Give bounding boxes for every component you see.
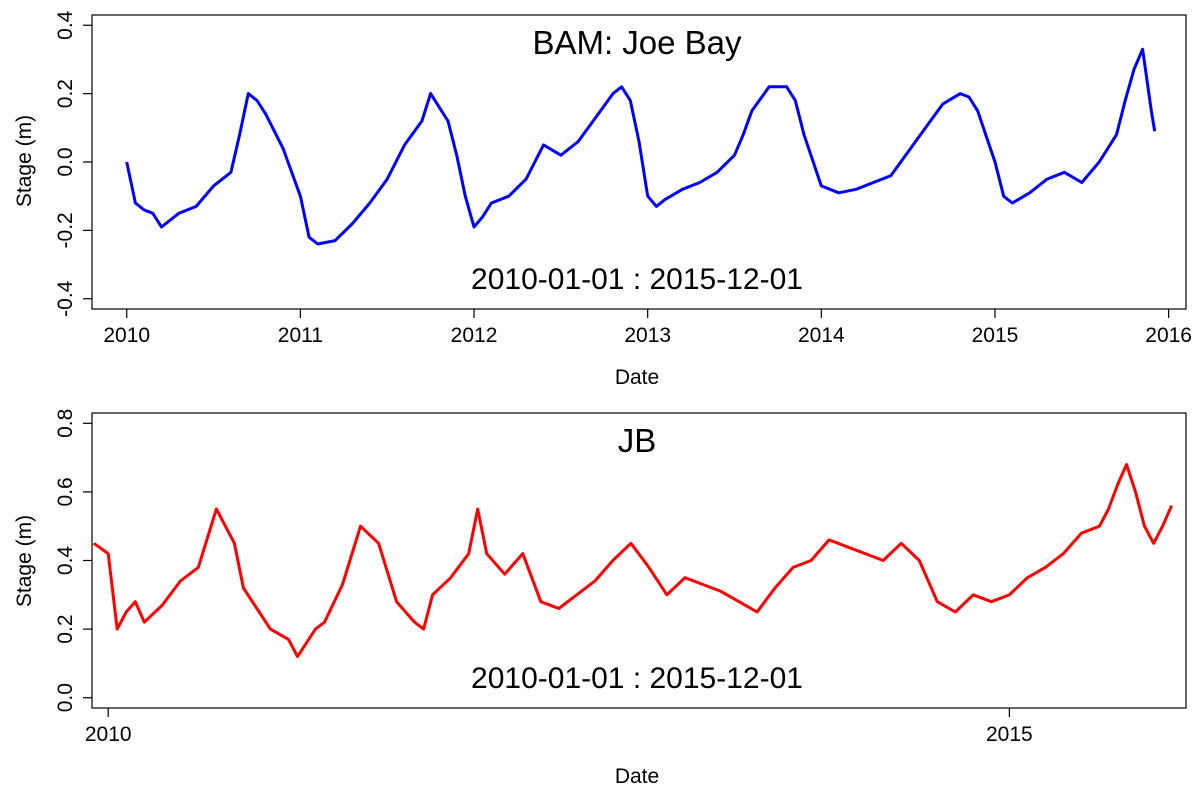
- top-x-axis: 2010 2011 2012 2013 2014 2015 2016: [103, 309, 1192, 347]
- top-date-range: 2010-01-01 : 2015-12-01: [471, 263, 803, 296]
- bottom-x-tick-label: 2010: [85, 723, 132, 746]
- bottom-y-tick-label: 0.2: [54, 615, 77, 644]
- bottom-chart-title: JB: [618, 422, 657, 459]
- top-x-tick-label: 2014: [798, 324, 845, 347]
- top-series-line: [125, 47, 1157, 246]
- top-x-tick-label: 2011: [278, 324, 323, 347]
- top-y-tick-label: -0.4: [54, 280, 77, 317]
- bottom-y-tick-label: 0.8: [54, 409, 77, 438]
- top-x-tick-label: 2016: [1145, 324, 1192, 347]
- top-y-tick-label: 0.2: [54, 79, 77, 108]
- top-chart-title: BAM: Joe Bay: [532, 24, 742, 61]
- top-x-tick-label: 2013: [624, 324, 671, 347]
- top-y-axis-title: Stage (m): [13, 115, 36, 207]
- bottom-y-axis-title: Stage (m): [13, 515, 36, 607]
- top-y-tick-label: -0.2: [54, 212, 77, 248]
- bottom-date-range: 2010-01-01 : 2015-12-01: [471, 662, 803, 695]
- bottom-y-tick-label: 0.0: [54, 683, 77, 712]
- top-x-axis-title: Date: [615, 366, 659, 389]
- top-x-tick-label: 2015: [972, 324, 1019, 347]
- top-x-tick-label: 2012: [451, 324, 498, 347]
- top-y-tick-label: 0.4: [54, 10, 77, 40]
- top-panel: 2010 2011 2012 2013 2014 2015 2016 -0.4 -0.2 0.0…: [13, 10, 1192, 389]
- bottom-y-tick-label: 0.6: [54, 477, 77, 506]
- top-y-axis: -0.4 -0.2 0.0 0.2 0.4: [54, 10, 92, 317]
- bottom-x-tick-label: 2015: [986, 723, 1033, 746]
- bottom-y-axis: 0.0 0.2 0.4 0.6 0.8: [54, 409, 92, 712]
- bottom-y-tick-label: 0.4: [54, 546, 77, 576]
- bottom-series-line: [92, 463, 1173, 658]
- bottom-x-axis-title: Date: [615, 765, 659, 788]
- top-y-tick-label: 0.0: [54, 147, 77, 176]
- bottom-x-axis: 2010 2015: [85, 708, 1033, 746]
- bottom-panel: 2010 2015 0.0 0.2 0.4 0.6 0.8 JB 2010-01-01 :…: [13, 409, 1187, 788]
- top-x-tick-label: 2010: [103, 324, 150, 347]
